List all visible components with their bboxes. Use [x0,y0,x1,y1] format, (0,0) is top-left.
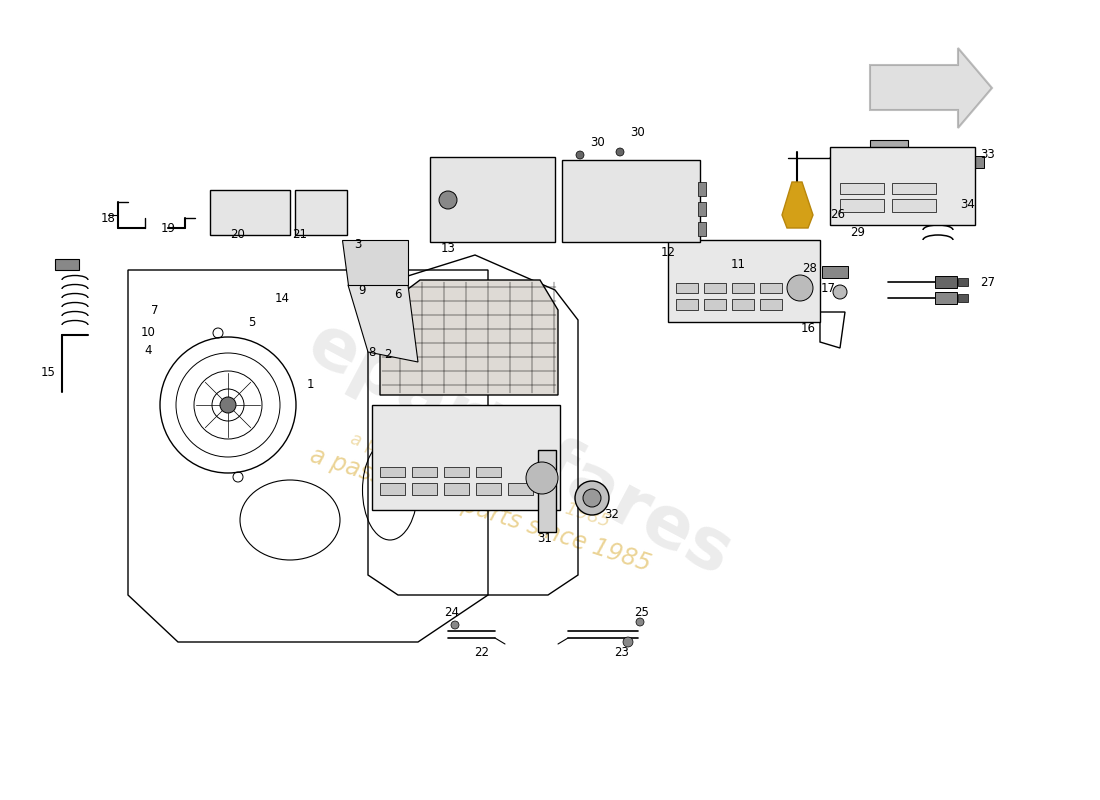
FancyBboxPatch shape [698,182,706,196]
FancyBboxPatch shape [379,467,405,477]
Circle shape [576,151,584,159]
Circle shape [623,637,632,647]
Text: 34: 34 [960,198,976,211]
Text: 22: 22 [474,646,490,658]
FancyBboxPatch shape [562,160,700,242]
Polygon shape [870,48,992,128]
Circle shape [439,191,456,209]
FancyBboxPatch shape [892,183,936,194]
Text: a passion for parts since 1985: a passion for parts since 1985 [348,430,612,530]
FancyBboxPatch shape [822,266,848,278]
FancyBboxPatch shape [676,283,698,293]
Text: 25: 25 [635,606,649,618]
Polygon shape [379,280,558,395]
Text: 3: 3 [354,238,362,251]
FancyBboxPatch shape [295,190,346,235]
Text: 28: 28 [803,262,817,274]
Text: 13: 13 [441,242,455,254]
FancyBboxPatch shape [698,202,706,216]
Text: 11: 11 [730,258,746,271]
Text: 12: 12 [660,246,675,258]
FancyBboxPatch shape [379,483,405,495]
Text: 9: 9 [359,283,365,297]
Circle shape [526,462,558,494]
FancyBboxPatch shape [935,276,957,288]
Polygon shape [342,240,408,285]
Text: 7: 7 [152,303,158,317]
Text: 18: 18 [100,211,116,225]
Text: 2: 2 [384,349,392,362]
Text: 19: 19 [161,222,176,234]
Circle shape [451,621,459,629]
FancyBboxPatch shape [892,199,936,212]
FancyBboxPatch shape [210,190,290,235]
FancyBboxPatch shape [870,140,907,158]
FancyBboxPatch shape [476,483,501,495]
FancyBboxPatch shape [840,183,884,194]
Text: 32: 32 [605,509,619,522]
Text: 29: 29 [850,226,866,238]
Text: 30: 30 [591,135,605,149]
Text: 27: 27 [980,275,996,289]
Text: 33: 33 [980,149,996,162]
Text: 26: 26 [830,209,846,222]
FancyBboxPatch shape [830,147,975,225]
Text: 23: 23 [615,646,629,658]
FancyBboxPatch shape [760,299,782,310]
FancyBboxPatch shape [962,156,984,168]
FancyBboxPatch shape [538,450,556,532]
Text: 31: 31 [538,531,552,545]
Text: 20: 20 [231,229,245,242]
FancyBboxPatch shape [444,467,469,477]
FancyBboxPatch shape [476,467,501,477]
FancyBboxPatch shape [732,299,754,310]
Text: 1: 1 [306,378,313,391]
FancyBboxPatch shape [935,292,957,304]
Text: 10: 10 [141,326,155,338]
Circle shape [636,618,644,626]
Text: a passion for parts since 1985: a passion for parts since 1985 [307,443,653,577]
Polygon shape [782,182,813,228]
FancyBboxPatch shape [55,259,79,270]
FancyBboxPatch shape [698,222,706,236]
FancyBboxPatch shape [676,299,698,310]
FancyBboxPatch shape [372,405,560,510]
FancyBboxPatch shape [958,278,968,286]
FancyBboxPatch shape [840,199,884,212]
Circle shape [786,275,813,301]
Text: 5: 5 [249,315,255,329]
Polygon shape [348,285,418,362]
Circle shape [575,481,609,515]
Text: 14: 14 [275,291,289,305]
Text: 17: 17 [821,282,836,294]
FancyBboxPatch shape [508,483,534,495]
Text: epartsfares: epartsfares [296,309,744,591]
FancyBboxPatch shape [444,483,469,495]
FancyBboxPatch shape [412,483,437,495]
FancyBboxPatch shape [412,467,437,477]
Text: 4: 4 [144,343,152,357]
Text: 30: 30 [630,126,646,138]
FancyBboxPatch shape [430,157,556,242]
Text: 15: 15 [41,366,55,378]
FancyBboxPatch shape [732,283,754,293]
Circle shape [833,285,847,299]
Text: 6: 6 [394,289,402,302]
FancyBboxPatch shape [958,294,968,302]
FancyBboxPatch shape [925,184,947,195]
Circle shape [583,489,601,507]
Text: 24: 24 [444,606,460,618]
FancyBboxPatch shape [704,299,726,310]
Text: 21: 21 [293,229,308,242]
FancyBboxPatch shape [668,240,820,322]
Text: 16: 16 [801,322,815,334]
Text: 8: 8 [368,346,376,358]
FancyBboxPatch shape [704,283,726,293]
Circle shape [220,397,236,413]
Circle shape [616,148,624,156]
FancyBboxPatch shape [760,283,782,293]
